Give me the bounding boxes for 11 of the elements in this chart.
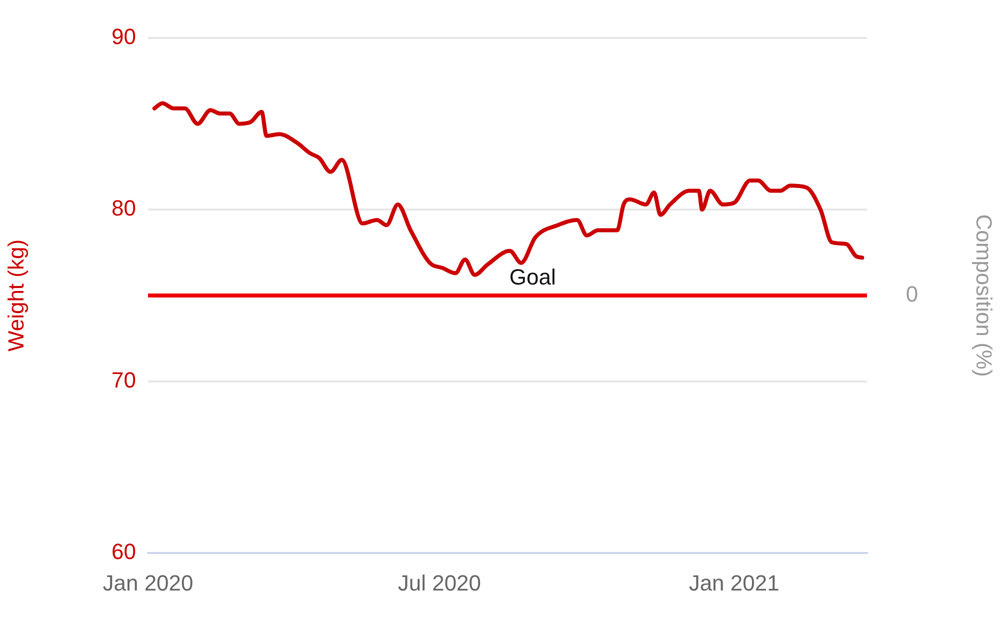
x-tick-label: Jan 2020: [102, 570, 194, 596]
y2-axis-title: Composition (%): [972, 214, 997, 377]
y-tick-label: 90: [112, 24, 136, 50]
text: 0: [906, 282, 918, 307]
x-tick-label: Jan 2021: [688, 570, 780, 596]
ref-line-label: Goal: [509, 264, 556, 290]
x-tick-label: Jul 2020: [398, 570, 482, 596]
y-tick-label: 80: [112, 196, 136, 221]
y-tick-label: 70: [112, 367, 136, 392]
y-tick-label: 60: [112, 539, 136, 564]
y-axis-title: Weight (kg): [3, 239, 28, 352]
